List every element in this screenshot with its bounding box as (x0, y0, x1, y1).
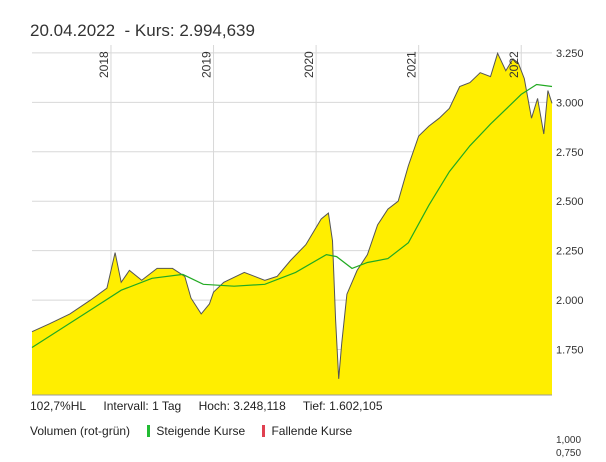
volume-legend-title: Volumen (rot-grün) (30, 424, 131, 438)
y-tick-label: 1.750 (556, 345, 584, 357)
y-tick-label: 2.500 (556, 196, 584, 208)
legend-falling-label: Fallende Kurse (271, 424, 353, 438)
x-tick-label: 2022 (507, 51, 521, 78)
volume-legend: Volumen (rot-grün) Steigende Kurse Falle… (30, 424, 366, 438)
y-tick-label: 2.000 (556, 295, 584, 307)
legend-falling: Fallende Kurse (262, 424, 352, 438)
y-tick-label: 3.250 (556, 48, 584, 60)
x-tick-label: 2019 (200, 51, 214, 78)
chart-stats: 102,7%HL Intervall: 1 Tag Hoch: 3.248,11… (30, 399, 397, 413)
chart-date: 20.04.2022 (30, 21, 116, 40)
price-line (31, 51, 553, 379)
volume-axis: 1,000 0,750 (556, 434, 581, 460)
high-stat: Hoch: 3.248,118 (198, 399, 286, 413)
hl-stat: 102,7%HL (30, 399, 87, 413)
x-tick-label: 2018 (97, 51, 111, 78)
chart-header: 20.04.2022 - Kurs: 2.994,639 (30, 21, 255, 41)
legend-rising: Steigende Kurse (147, 424, 245, 438)
volume-tick-label: 0,750 (556, 448, 582, 459)
price-area (32, 53, 552, 396)
interval-stat: Intervall: 1 Tag (103, 399, 182, 413)
x-tick-label: 2020 (302, 51, 316, 78)
y-tick-label: 2.250 (556, 246, 584, 258)
legend-rising-label: Steigende Kurse (156, 424, 246, 438)
falling-swatch-icon (262, 425, 266, 437)
x-tick-label: 2021 (405, 51, 419, 78)
volume-tick-label: 1,000 (556, 435, 582, 446)
moving-average-line (31, 83, 553, 349)
rising-swatch-icon (147, 425, 151, 437)
y-tick-label: 2.750 (556, 147, 584, 159)
y-tick-label: 3.000 (556, 97, 584, 109)
chart-course: - Kurs: 2.994,639 (124, 21, 255, 40)
low-stat: Tief: 1.602,105 (302, 399, 383, 413)
